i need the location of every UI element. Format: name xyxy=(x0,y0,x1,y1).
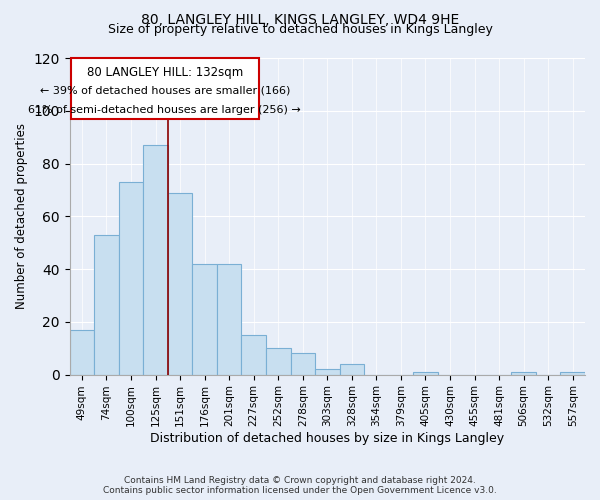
Bar xyxy=(70,330,94,374)
Bar xyxy=(119,182,143,374)
Bar xyxy=(94,235,119,374)
Text: 80, LANGLEY HILL, KINGS LANGLEY, WD4 9HE: 80, LANGLEY HILL, KINGS LANGLEY, WD4 9HE xyxy=(141,12,459,26)
Text: ← 39% of detached houses are smaller (166): ← 39% of detached houses are smaller (16… xyxy=(40,86,290,96)
Y-axis label: Number of detached properties: Number of detached properties xyxy=(15,124,28,310)
Text: Contains HM Land Registry data © Crown copyright and database right 2024.
Contai: Contains HM Land Registry data © Crown c… xyxy=(103,476,497,495)
Bar xyxy=(241,335,266,374)
Text: 80 LANGLEY HILL: 132sqm: 80 LANGLEY HILL: 132sqm xyxy=(86,66,243,79)
Text: 61% of semi-detached houses are larger (256) →: 61% of semi-detached houses are larger (… xyxy=(28,106,301,116)
Bar xyxy=(193,264,217,374)
Bar xyxy=(315,370,340,374)
Bar xyxy=(143,145,168,374)
Bar xyxy=(290,354,315,374)
X-axis label: Distribution of detached houses by size in Kings Langley: Distribution of detached houses by size … xyxy=(150,432,505,445)
Bar xyxy=(217,264,241,374)
Bar xyxy=(413,372,438,374)
Bar xyxy=(340,364,364,374)
Bar xyxy=(511,372,536,374)
Bar xyxy=(560,372,585,374)
FancyBboxPatch shape xyxy=(71,58,259,118)
Text: Size of property relative to detached houses in Kings Langley: Size of property relative to detached ho… xyxy=(107,22,493,36)
Bar xyxy=(168,192,193,374)
Bar xyxy=(266,348,290,374)
